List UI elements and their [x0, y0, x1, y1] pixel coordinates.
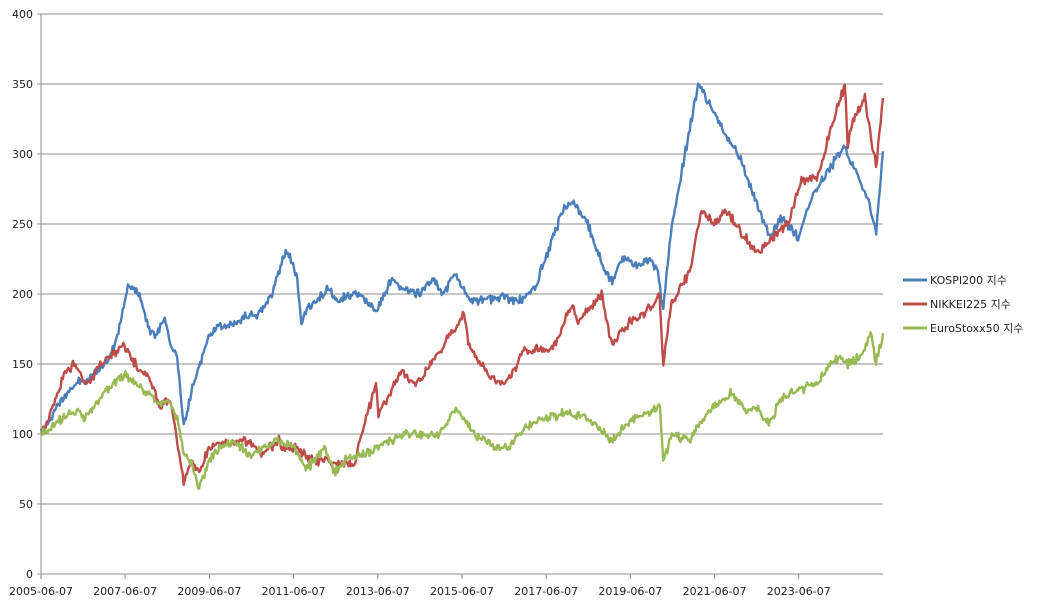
x-tick-label: 2011-06-07: [262, 585, 326, 598]
x-axis: 2005-06-07 2007-06-07 2009-06-07 2011-06-07…: [9, 573, 883, 598]
x-tick-label: 2005-06-07: [9, 585, 73, 598]
legend-label: EuroStoxx50 지수: [930, 322, 1023, 335]
y-tick-label: 50: [19, 498, 33, 511]
y-tick-label: 250: [12, 218, 33, 231]
x-tick-label: 2015-06-07: [430, 585, 494, 598]
y-tick-label: 150: [12, 358, 33, 371]
y-tick-label: 400: [12, 8, 33, 21]
series-line: [40, 331, 885, 490]
y-axis-ticks: 0 50 100 150 200 250 300 350 400: [12, 8, 42, 581]
y-tick-label: 200: [12, 288, 33, 301]
series-lines: [39, 82, 885, 490]
y-tick-label: 300: [12, 148, 33, 161]
y-tick-label: 0: [26, 568, 33, 581]
x-tick-label: 2007-06-07: [93, 585, 157, 598]
x-tick-label: 2023-06-07: [767, 585, 831, 598]
legend-label: KOSPI200 지수: [930, 274, 1007, 287]
series-line: [39, 82, 885, 435]
y-tick-label: 350: [12, 78, 33, 91]
x-tick-label: 2017-06-07: [514, 585, 578, 598]
legend: KOSPI200 지수 NIKKEI225 지수 EuroStoxx50 지수: [903, 274, 1023, 335]
series-line: [40, 83, 885, 487]
x-tick-label: 2021-06-07: [683, 585, 747, 598]
x-tick-label: 2013-06-07: [346, 585, 410, 598]
gridlines: [41, 13, 883, 505]
x-tick-label: 2019-06-07: [598, 585, 662, 598]
x-tick-label: 2009-06-07: [177, 585, 241, 598]
legend-label: NIKKEI225 지수: [930, 298, 1011, 311]
y-tick-label: 100: [12, 428, 33, 441]
